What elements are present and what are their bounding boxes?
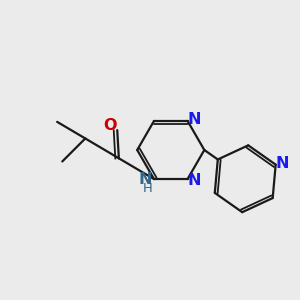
Text: O: O [103,118,117,133]
Text: N: N [276,156,290,171]
Text: N: N [138,172,152,187]
Text: H: H [143,182,152,194]
Text: N: N [188,112,201,127]
Text: N: N [188,173,201,188]
